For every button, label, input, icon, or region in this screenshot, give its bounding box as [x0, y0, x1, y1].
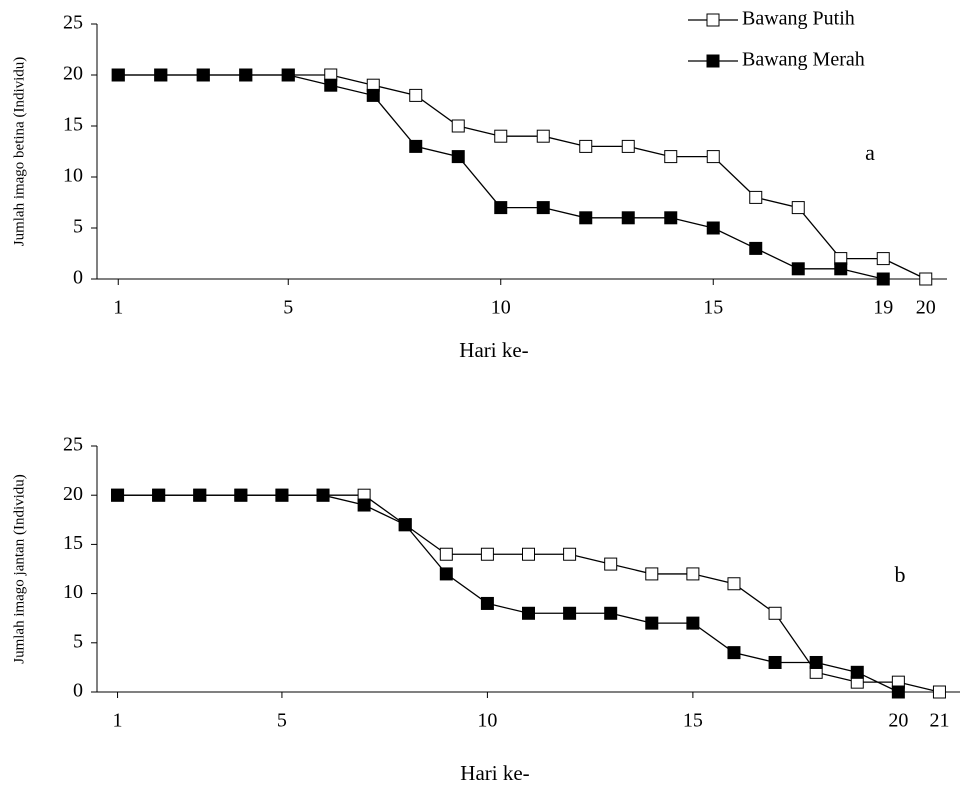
- x-tick-label: 19: [873, 297, 893, 319]
- x-tick-label: 1: [113, 710, 123, 732]
- marker: [769, 656, 781, 668]
- marker: [728, 647, 740, 659]
- marker: [580, 212, 592, 224]
- marker: [605, 607, 617, 619]
- x-tick-label: 10: [477, 710, 497, 732]
- series-line: [118, 75, 883, 279]
- marker: [769, 607, 781, 619]
- x-axis-title: Hari ke-: [460, 761, 529, 785]
- marker: [452, 151, 464, 163]
- marker: [877, 253, 889, 265]
- annotation: a: [865, 140, 875, 165]
- y-tick-label: 25: [63, 12, 83, 34]
- marker: [564, 548, 576, 560]
- marker: [810, 656, 822, 668]
- marker: [481, 597, 493, 609]
- marker: [646, 617, 658, 629]
- marker: [523, 607, 535, 619]
- marker: [235, 489, 247, 501]
- x-tick-label: 10: [491, 297, 511, 319]
- y-tick-label: 25: [63, 434, 83, 456]
- legend-label: Bawang Merah: [742, 49, 865, 71]
- marker: [646, 568, 658, 580]
- marker: [892, 686, 904, 698]
- marker: [495, 202, 507, 214]
- marker: [728, 578, 740, 590]
- x-tick-label: 5: [277, 710, 287, 732]
- annotation: b: [895, 562, 906, 587]
- marker: [399, 519, 411, 531]
- x-tick-label: 15: [683, 710, 703, 732]
- y-tick-label: 15: [63, 532, 83, 554]
- y-tick-label: 10: [63, 165, 83, 187]
- x-axis-title: Hari ke-: [459, 338, 528, 362]
- y-tick-label: 10: [63, 581, 83, 603]
- marker: [665, 151, 677, 163]
- marker: [933, 686, 945, 698]
- marker: [325, 79, 337, 91]
- y-axis-title: Jumlah imago betina (Individu): [11, 57, 27, 247]
- marker: [750, 191, 762, 203]
- marker: [481, 548, 493, 560]
- figure: 05101520251510151920Jumlah imago betina …: [0, 0, 966, 785]
- page: {"chart_data": [ {"type": "line", "y_lab…: [0, 0, 966, 785]
- marker: [877, 273, 889, 285]
- y-axis-title: Jumlah imago jantan (Individu): [11, 474, 27, 664]
- y-tick-label: 5: [73, 630, 83, 652]
- marker: [410, 140, 422, 152]
- x-tick-label: 5: [283, 297, 293, 319]
- y-tick-label: 20: [63, 63, 83, 85]
- marker: [537, 202, 549, 214]
- marker: [112, 489, 124, 501]
- marker: [112, 69, 124, 81]
- x-tick-label: 21: [929, 710, 949, 732]
- marker: [276, 489, 288, 501]
- marker: [197, 69, 209, 81]
- marker: [452, 120, 464, 132]
- marker: [282, 69, 294, 81]
- marker: [792, 263, 804, 275]
- x-tick-label: 20: [916, 297, 936, 319]
- marker: [792, 202, 804, 214]
- marker: [707, 151, 719, 163]
- marker: [194, 489, 206, 501]
- y-tick-label: 0: [73, 680, 83, 702]
- marker: [410, 89, 422, 101]
- marker: [835, 263, 847, 275]
- marker: [440, 568, 452, 580]
- marker: [537, 130, 549, 142]
- marker: [707, 222, 719, 234]
- marker: [665, 212, 677, 224]
- marker: [851, 666, 863, 678]
- series-line: [118, 75, 926, 279]
- legend-marker: [707, 55, 719, 67]
- marker: [495, 130, 507, 142]
- x-tick-label: 15: [703, 297, 723, 319]
- marker: [240, 69, 252, 81]
- marker: [622, 140, 634, 152]
- marker: [564, 607, 576, 619]
- marker: [358, 499, 370, 511]
- legend-marker: [707, 14, 719, 26]
- marker: [155, 69, 167, 81]
- x-tick-label: 1: [113, 297, 123, 319]
- marker: [153, 489, 165, 501]
- y-tick-label: 20: [63, 483, 83, 505]
- marker: [750, 242, 762, 254]
- x-tick-label: 20: [888, 710, 908, 732]
- marker: [605, 558, 617, 570]
- marker: [523, 548, 535, 560]
- marker: [622, 212, 634, 224]
- marker: [580, 140, 592, 152]
- y-tick-label: 15: [63, 114, 83, 136]
- marker: [317, 489, 329, 501]
- marker: [687, 617, 699, 629]
- y-tick-label: 5: [73, 216, 83, 238]
- legend-label: Bawang Putih: [742, 8, 855, 30]
- y-tick-label: 0: [73, 267, 83, 289]
- marker: [367, 89, 379, 101]
- marker: [440, 548, 452, 560]
- marker: [687, 568, 699, 580]
- marker: [920, 273, 932, 285]
